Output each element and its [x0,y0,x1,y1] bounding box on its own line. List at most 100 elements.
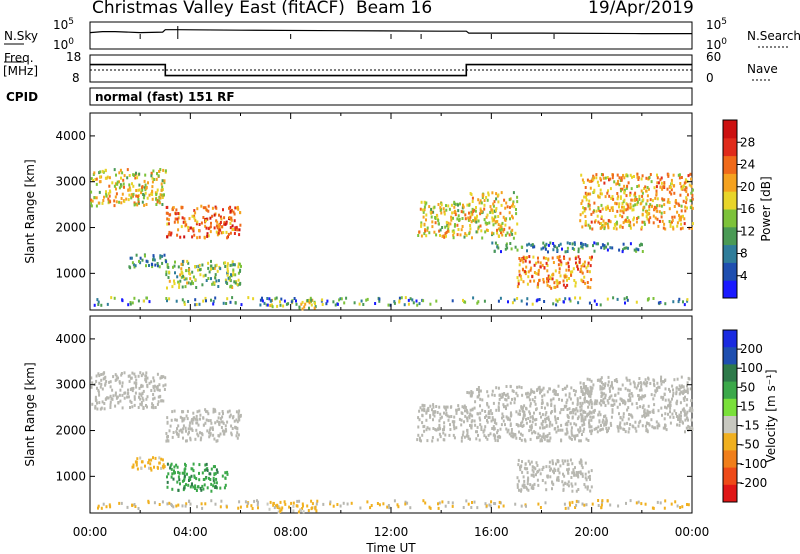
power-cell [201,263,204,267]
xtick-label: 20:00 [574,525,609,539]
power-cell [545,242,548,246]
vel-cell [530,473,533,477]
power-cell [474,217,477,221]
power-cell [463,235,466,239]
power-cell [590,179,593,183]
vel-cell [466,428,469,432]
vel-cell [421,408,424,412]
vel-cell [495,386,498,390]
vel-cell [487,416,490,419]
power-cell [495,197,498,201]
vel-cell [461,405,464,409]
power-cell [608,209,611,212]
vel-cell [587,389,590,393]
vel-cell [165,439,168,443]
power-cell [653,205,656,209]
vel-cell [193,416,196,420]
power-cell [494,241,497,245]
vel-cell [540,415,542,419]
vel-cell [129,399,132,403]
power-cell [673,215,676,219]
vel-cell [491,412,494,416]
vel-cell [451,504,454,508]
power-cell [497,223,500,227]
vel-cell [453,420,456,424]
power-cell [583,264,586,268]
power-cell [425,213,428,217]
vel-cell [199,413,202,417]
vel-cell [419,406,422,410]
power-cell [457,214,460,218]
vel-cell [635,501,638,505]
vel-cell [580,385,582,389]
power-cell [123,199,126,203]
power-cell [585,193,588,197]
vel-cell [668,401,671,405]
vel-cell [523,485,526,489]
power-cell [135,189,138,192]
power-cell [634,195,637,199]
power-cell [265,303,268,307]
vel-cell [530,424,533,427]
power-cell [440,211,443,215]
power-cell [154,263,157,267]
vel-cell [166,485,169,489]
vel-cell [532,486,535,490]
power-cell [509,205,511,209]
vel-cell [302,504,304,508]
vel-cell [690,399,693,403]
vel-cell [671,397,673,401]
power-cell [464,300,467,304]
power-cell [533,245,536,249]
vel-cell [636,384,639,388]
power-cell [440,203,443,207]
power-cell [204,206,207,210]
power-cell [486,213,489,217]
vel-cell [562,487,565,491]
power-cell [587,204,590,208]
vel-cell [523,466,526,470]
power-cell [580,270,583,274]
vel-cell [561,428,564,432]
power-cell [617,179,619,183]
power-cell [570,273,573,277]
vel-cell [238,500,241,504]
vel-cell [534,422,537,426]
vel-cell [195,489,198,492]
vel-cell [654,426,657,430]
power-cell [165,260,168,264]
power-cell [593,176,595,180]
power-cell [173,220,176,224]
vel-cell [173,469,175,473]
vel-cell [584,415,587,419]
power-cell [641,174,644,178]
power-cell [418,230,421,234]
nsearch-ytick-top: 105 [706,17,727,32]
vel-cell [346,502,349,506]
power-cell [661,219,664,223]
vel-cell [236,426,239,430]
vel-cell [677,387,680,391]
power-cell [224,265,227,268]
power-cell [207,277,210,280]
power-cell [161,185,164,189]
power-cell [548,285,551,289]
vel-cell [192,418,195,422]
power-cell [546,277,548,281]
vel-cell [634,426,637,430]
power-cell [504,247,507,251]
power-cell [492,232,495,236]
power-cell [606,297,609,301]
vel-cell [539,506,542,509]
power-colorbar-label: 24 [740,158,755,172]
power-cell [577,250,580,254]
vel-cell [91,381,94,385]
vel-cell [571,489,574,493]
power-cell [502,229,505,233]
power-cell [606,248,609,252]
vel-cell [607,380,610,384]
vel-cell [163,465,166,469]
power-cell [444,232,447,236]
vel-cell [188,424,191,428]
vel-cell [226,470,229,474]
